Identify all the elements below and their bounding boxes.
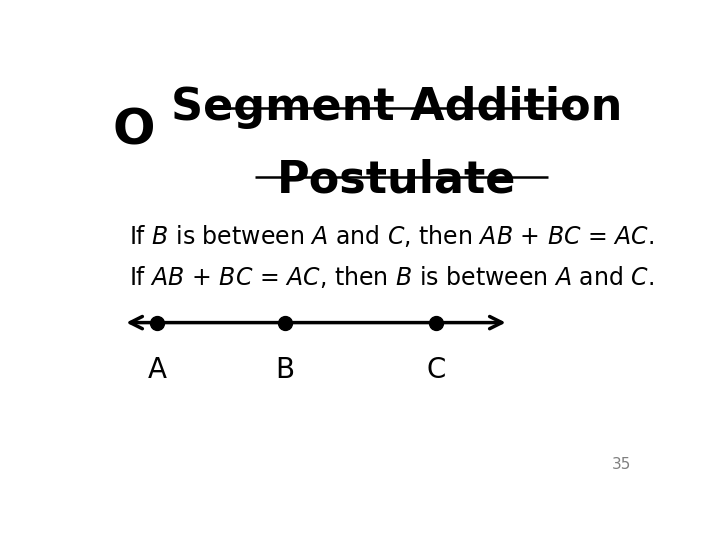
Text: A: A xyxy=(148,356,166,384)
Text: Postulate: Postulate xyxy=(277,158,516,201)
Text: O: O xyxy=(112,106,155,154)
Text: C: C xyxy=(426,356,446,384)
Text: If $AB$ + $BC$ = $AC$, then $B$ is between $A$ and $C.$: If $AB$ + $BC$ = $AC$, then $B$ is betwe… xyxy=(129,265,654,291)
Text: 35: 35 xyxy=(612,457,631,472)
Text: Segment Addition: Segment Addition xyxy=(171,85,623,129)
Text: B: B xyxy=(276,356,295,384)
Text: If $B$ is between $A$ and $C$, then $AB$ + $BC$ = $AC.$: If $B$ is between $A$ and $C$, then $AB$… xyxy=(129,223,654,249)
